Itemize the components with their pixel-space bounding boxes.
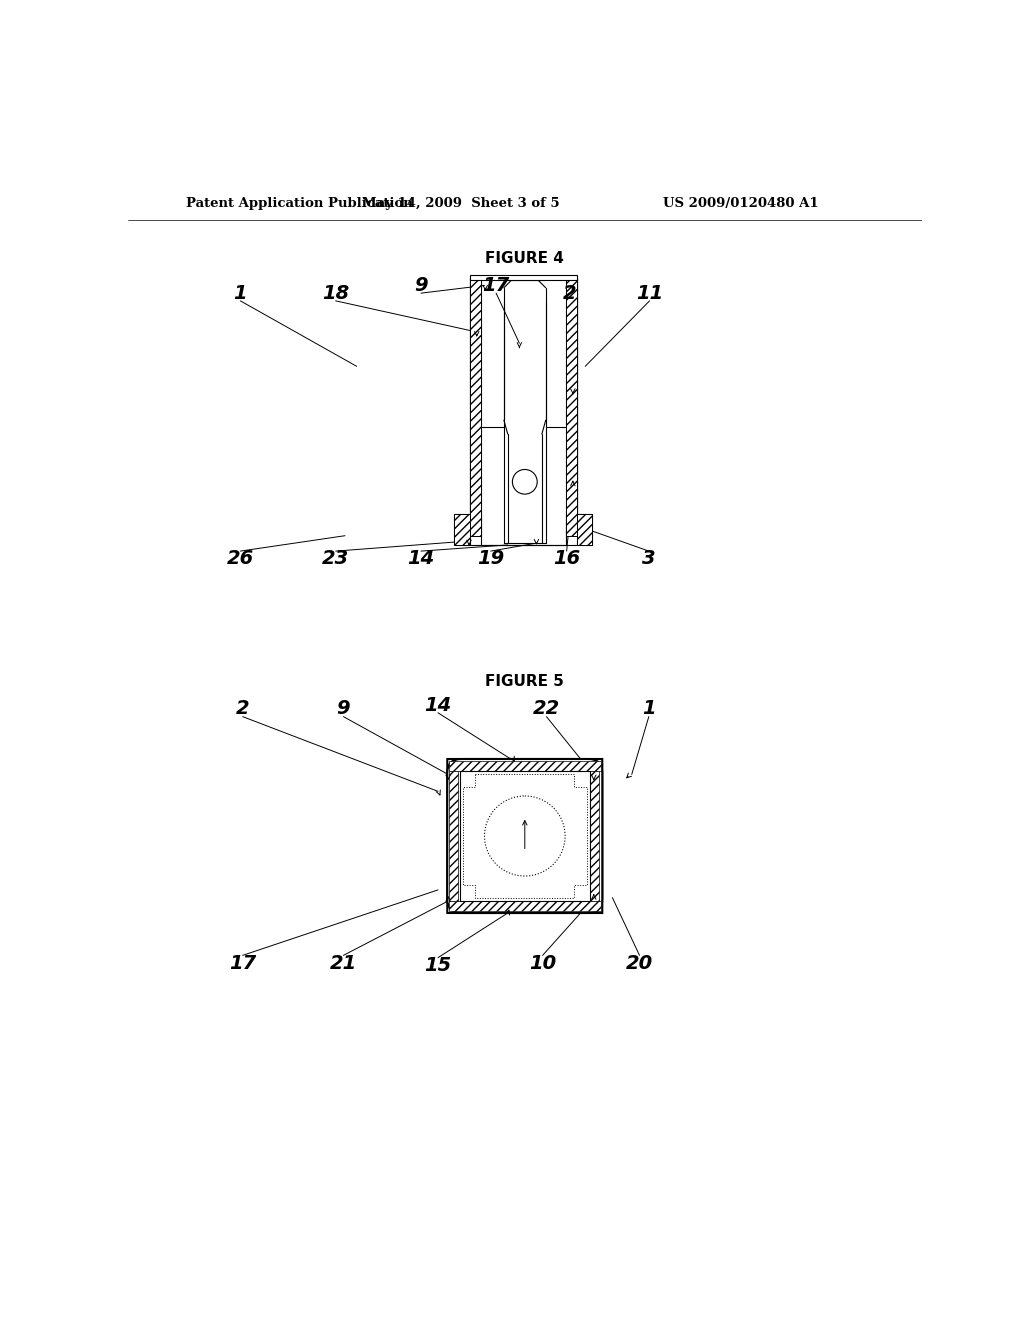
Text: 10: 10 bbox=[529, 953, 556, 973]
Text: 16: 16 bbox=[553, 549, 581, 569]
Bar bbox=[455, 515, 470, 545]
Text: 20: 20 bbox=[626, 953, 653, 973]
Text: 26: 26 bbox=[226, 549, 254, 569]
Text: 11: 11 bbox=[636, 284, 664, 302]
Text: 18: 18 bbox=[323, 284, 349, 302]
Text: 19: 19 bbox=[477, 549, 505, 569]
Circle shape bbox=[512, 470, 538, 494]
PathPatch shape bbox=[463, 775, 587, 898]
Text: 17: 17 bbox=[482, 276, 510, 294]
Text: Patent Application Publication: Patent Application Publication bbox=[186, 197, 413, 210]
Text: 3: 3 bbox=[642, 549, 655, 569]
Text: 1: 1 bbox=[233, 284, 247, 302]
FancyBboxPatch shape bbox=[447, 759, 602, 913]
FancyBboxPatch shape bbox=[447, 759, 602, 913]
Bar bbox=[470, 277, 480, 536]
Bar bbox=[460, 771, 590, 900]
Bar bbox=[566, 277, 577, 536]
Text: 15: 15 bbox=[424, 956, 452, 975]
Bar bbox=[577, 515, 592, 545]
Bar bbox=[449, 760, 601, 771]
Text: 1: 1 bbox=[642, 700, 655, 718]
Text: 14: 14 bbox=[408, 549, 434, 569]
Text: 22: 22 bbox=[532, 700, 560, 718]
Bar bbox=[590, 771, 599, 900]
Text: US 2009/0120480 A1: US 2009/0120480 A1 bbox=[663, 197, 818, 210]
Bar bbox=[460, 771, 590, 900]
Text: 9: 9 bbox=[414, 276, 428, 294]
Circle shape bbox=[484, 796, 565, 876]
Text: 2: 2 bbox=[236, 700, 250, 718]
Bar bbox=[449, 771, 458, 900]
Text: FIGURE 5: FIGURE 5 bbox=[485, 675, 564, 689]
Text: 21: 21 bbox=[330, 953, 357, 973]
Text: FIGURE 4: FIGURE 4 bbox=[485, 251, 564, 267]
Text: 9: 9 bbox=[337, 700, 350, 718]
Text: 2: 2 bbox=[563, 284, 577, 302]
Text: 23: 23 bbox=[323, 549, 349, 569]
Bar bbox=[470, 276, 577, 280]
Text: 14: 14 bbox=[424, 696, 452, 714]
Text: May 14, 2009  Sheet 3 of 5: May 14, 2009 Sheet 3 of 5 bbox=[362, 197, 560, 210]
Bar bbox=[449, 900, 601, 911]
Text: 17: 17 bbox=[229, 953, 256, 973]
